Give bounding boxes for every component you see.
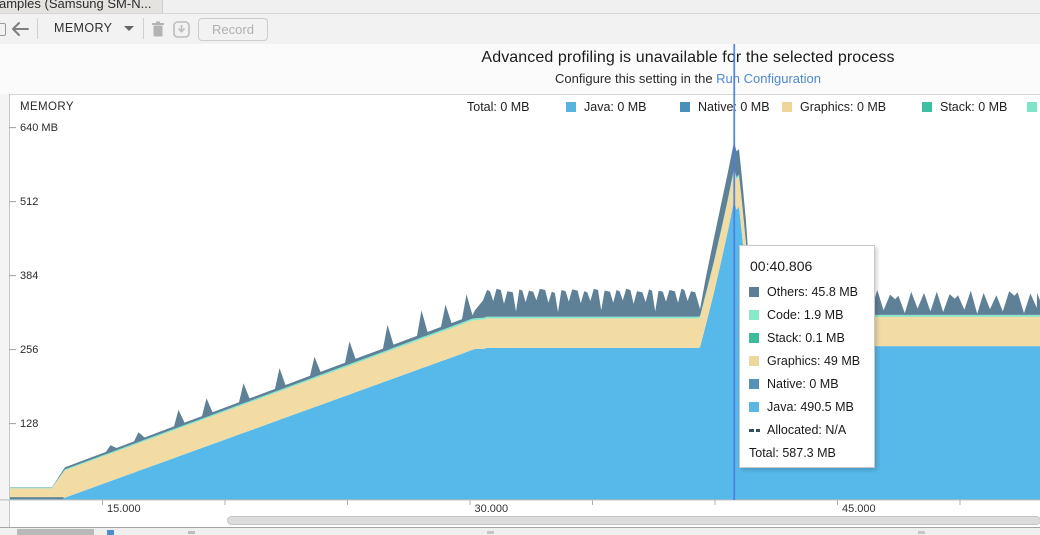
legend-label: Graphics: 0 MB [800,100,886,114]
banner-content: Advanced profiling is unavailable for th… [481,49,894,86]
tooltip-swatch [749,310,759,320]
legend-label: Total: 0 MB [467,100,530,114]
tooltip-label: Total: 587.3 MB [749,446,836,460]
baseline-accent [10,497,64,499]
legend-label: Native: 0 MB [698,100,770,114]
tooltip-row: Native: 0 MB [749,373,873,396]
tooltip-swatch [749,287,759,297]
tooltip-label: Java: 490.5 MB [767,400,854,414]
tooltip-row: Graphics: 49 MB [749,350,873,373]
tooltip-label: Stack: 0.1 MB [767,331,845,345]
legend-swatch [680,102,690,112]
y-axis-label: 512 [20,196,38,208]
tooltip-label: Allocated: N/A [767,423,846,437]
legend-label: Java: 0 MB [584,100,647,114]
y-axis-label: 640 MB [20,122,58,134]
legend-swatch [1027,102,1037,112]
bottom-strip-segment [0,529,17,535]
toolbar-separator [143,18,144,39]
bottom-strip-segment [17,529,94,535]
y-axis-tick [9,275,16,276]
back-arrow-icon[interactable] [11,21,31,37]
tooltip-row: Allocated: N/A [749,419,873,442]
tooltip-swatch [749,379,759,389]
y-axis-tick [9,201,16,202]
y-axis-line [9,94,10,527]
x-axis-label: 15.000 [107,503,141,515]
area-series-native [10,201,1040,498]
legend-label: Stack: 0 MB [940,100,1007,114]
area-series-others [10,142,1040,488]
tab-title: amples (Samsung SM-N... [0,0,151,11]
tooltip-swatch [749,402,759,412]
tooltip-label: Graphics: 49 MB [767,354,860,368]
advanced-profiling-banner: Advanced profiling is unavailable for th… [0,44,1040,95]
timeline-scrollbar-thumb[interactable] [227,516,1040,525]
legend-swatch [566,102,576,112]
y-axis-tick [9,349,16,350]
tooltip-row: Stack: 0.1 MB [749,327,873,350]
chevron-down-icon[interactable] [124,26,134,31]
area-series-code [10,169,1040,489]
tooltip-swatch [749,333,759,343]
record-button[interactable]: Record [198,18,268,41]
tooltip-label: Native: 0 MB [767,377,839,391]
y-axis-label: 384 [20,270,38,282]
tooltip-label: Code: 1.9 MB [767,308,843,322]
legend-swatch [922,102,932,112]
chart-title: MEMORY [20,101,74,113]
chart-legend-row: MEMORY Total: 0 MB Java: 0 MB Native: 0 MB… [0,95,1040,118]
x-axis-row: 15.000 30.000 45.000 [9,500,1040,527]
export-session-icon[interactable] [173,21,190,38]
banner-hint: Configure this setting in the Run Config… [481,71,894,86]
x-axis-label: 30.000 [475,503,509,515]
banner-message: Advanced profiling is unavailable for th… [481,49,894,67]
tooltip-row: Others: 45.8 MB [749,281,873,304]
y-axis-label: 128 [20,418,38,430]
area-series-java [10,201,1040,500]
area-series-graphics [10,171,1040,498]
tooltip-row: Total: 587.3 MB [749,442,873,465]
tab-strip: amples (Samsung SM-N... [0,0,1040,14]
area-series-stack [10,170,1040,488]
chart-tooltip: 00:40.806 Others: 45.8 MB Code: 1.9 MB Sta… [739,245,875,468]
toolbar-separator [37,18,38,39]
allocated-dash-icon [749,429,754,432]
y-axis-tick [9,423,16,424]
legend-swatch [782,102,792,112]
tooltip-timestamp: 00:40.806 [750,258,812,274]
y-axis-label: 256 [20,344,38,356]
profiler-toolbar: MEMORY Record [0,14,1040,45]
tooltip-swatch [749,356,759,366]
banner-hint-prefix: Configure this setting in the [555,71,716,86]
run-configuration-link[interactable]: Run Configuration [716,71,821,86]
y-axis-tick [9,127,16,128]
tooltip-label: Others: 45.8 MB [767,285,858,299]
tooltip-row: Java: 490.5 MB [749,396,873,419]
profiler-session-tab[interactable]: amples (Samsung SM-N... [0,0,163,13]
y-axis-gutter [0,94,9,527]
trash-icon[interactable] [151,21,165,37]
tooltip-row: Code: 1.9 MB [749,304,873,327]
bottom-strip-icon [107,530,114,535]
profiler-type-dropdown[interactable]: MEMORY [54,21,112,35]
x-axis-label: 45.000 [842,503,876,515]
clipped-toolbar-icon [0,23,6,36]
allocated-dash-icon [756,429,761,432]
